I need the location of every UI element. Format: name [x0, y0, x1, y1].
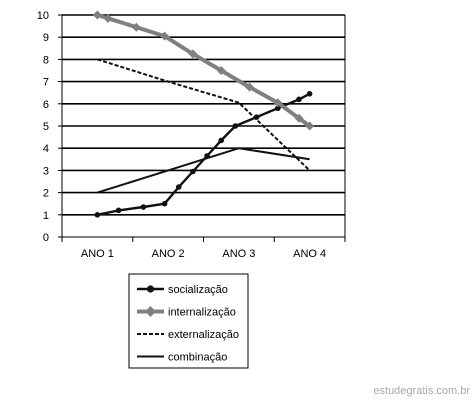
legend-label-externalizacao: externalização: [168, 329, 239, 341]
y-axis: 0 1 2 3 4 5 6 7 8 9 10: [37, 10, 62, 244]
legend-label-socializacao: socialização: [168, 284, 228, 296]
data-point-socializacao-3: [161, 200, 168, 207]
watermark: estudegratis.com.br: [373, 385, 470, 397]
y-tick-label-9: 9: [43, 32, 49, 44]
legend-label-internalizacao: internalização: [168, 307, 236, 319]
data-point-internalizacao-0: [92, 10, 102, 20]
y-tick-label-10: 10: [37, 10, 49, 22]
data-point-internalizacao-3: [160, 31, 170, 41]
series-socializacao: [94, 91, 313, 218]
data-point-socializacao-11: [296, 96, 302, 103]
data-point-socializacao-10: [274, 105, 281, 112]
y-tick-label-0: 0: [43, 232, 49, 244]
y-tick-label-2: 2: [43, 188, 49, 200]
series-line-externalizacao: [97, 58, 311, 172]
data-point-socializacao-1: [115, 207, 122, 214]
data-point-internalizacao-7: [273, 98, 283, 108]
data-point-socializacao-7: [218, 137, 224, 144]
legend: socialização internalização externalização…: [128, 273, 249, 369]
series-line-internalizacao: [96, 13, 311, 128]
x-tick-label-1: ANO 1: [81, 248, 114, 260]
data-point-internalizacao-2: [131, 22, 141, 32]
x-tick-label-3: ANO 3: [222, 248, 255, 260]
y-tick-label-5: 5: [43, 121, 49, 133]
data-point-internalizacao-5: [216, 66, 226, 75]
data-point-socializacao-4: [175, 184, 182, 190]
y-tick-label-6: 6: [43, 99, 49, 111]
y-tick-label-1: 1: [43, 210, 49, 222]
data-point-internalizacao-4: [188, 49, 198, 59]
data-point-internalizacao-1: [103, 13, 113, 23]
data-point-internalizacao-8: [294, 113, 304, 123]
series-externalizacao: [97, 58, 311, 172]
y-tick-label-3: 3: [43, 165, 49, 177]
series-layer: [92, 10, 315, 218]
series-line-combinacao: [97, 147, 310, 194]
x-tick-label-4: ANO 4: [293, 248, 326, 260]
x-axis: ANO 1 ANO 2 ANO 3 ANO 4: [61, 237, 346, 260]
series-internalizacao: [92, 10, 315, 131]
data-point-socializacao-8: [232, 123, 239, 129]
y-tick-label-4: 4: [43, 143, 49, 155]
data-point-socializacao-12: [306, 91, 313, 97]
grid-lines: [62, 14, 345, 216]
series-combinacao: [97, 147, 310, 194]
data-point-internalizacao-9: [305, 121, 315, 131]
x-tick-label-2: ANO 2: [152, 248, 185, 260]
data-point-internalizacao-6: [244, 82, 254, 92]
legend-label-combinacao: combinação: [168, 352, 227, 364]
y-tick-label-7: 7: [43, 77, 49, 89]
y-tick-label-8: 8: [43, 54, 49, 66]
data-point-socializacao-0: [94, 212, 101, 218]
data-point-socializacao-2: [140, 204, 147, 210]
legend-marker-socializacao: [146, 285, 155, 293]
data-point-socializacao-5: [190, 168, 196, 175]
legend-marker-internalizacao: [145, 306, 156, 317]
